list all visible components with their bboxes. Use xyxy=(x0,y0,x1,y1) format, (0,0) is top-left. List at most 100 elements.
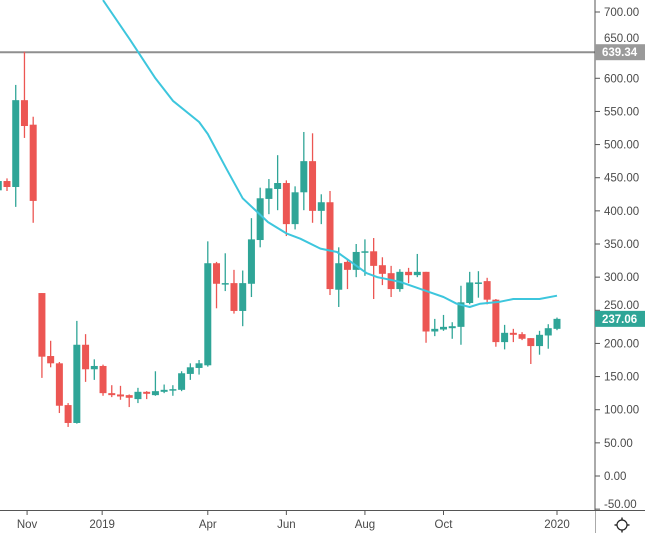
hline-price-label-text: 639.34 xyxy=(602,47,638,59)
price-axis[interactable]: -50.00 0.00 50.00 100.00 150.00 200.00 250.00 3… xyxy=(0,7,639,533)
candle-up xyxy=(440,314,447,331)
candle-body xyxy=(378,265,386,274)
candle-up xyxy=(204,241,212,367)
candle-up xyxy=(90,359,98,380)
candle-up xyxy=(256,187,264,248)
y-tick-label: 500.00 xyxy=(604,140,639,152)
x-tick-label: Oct xyxy=(435,519,454,531)
candle-up xyxy=(448,322,456,339)
candle-down xyxy=(3,178,11,191)
candle-body xyxy=(300,161,308,193)
candle-up xyxy=(178,371,186,392)
candle-down xyxy=(108,385,116,398)
candle-up xyxy=(474,271,482,298)
candle-body xyxy=(282,183,290,225)
candle-body xyxy=(387,273,395,290)
candle-body xyxy=(265,188,273,199)
candle-up xyxy=(221,253,229,292)
candle-body xyxy=(29,124,37,201)
candle-down xyxy=(38,293,46,378)
y-tick-label: 350.00 xyxy=(604,239,639,251)
candle-up xyxy=(160,384,168,394)
candle-body xyxy=(239,283,247,311)
candle-body xyxy=(527,338,535,347)
candle-body xyxy=(466,282,474,303)
candle-up xyxy=(501,324,509,350)
y-tick-label: 100.00 xyxy=(604,405,639,417)
candle-down xyxy=(518,332,526,341)
candle-down xyxy=(309,133,317,223)
candle-down xyxy=(405,267,413,284)
candle-body xyxy=(553,318,561,329)
candle-body xyxy=(413,271,421,276)
x-tick-label: Jun xyxy=(277,519,296,531)
hline-price-label: 639.34 xyxy=(595,44,645,61)
candle-up xyxy=(134,387,142,404)
time-axis[interactable]: Nov 2019 Apr Jun Aug Oct 2020 xyxy=(17,510,570,531)
candle-body xyxy=(0,181,2,191)
candle-body xyxy=(509,332,517,335)
candle-up xyxy=(265,179,273,215)
candle-down xyxy=(509,328,517,343)
candle-down xyxy=(116,385,124,400)
candle-body xyxy=(544,328,552,336)
candle-down xyxy=(422,271,430,343)
candle-down xyxy=(125,394,133,408)
candle-body xyxy=(361,251,369,253)
candle-body xyxy=(396,271,404,290)
candle-body xyxy=(151,391,159,396)
candle-body xyxy=(186,367,194,374)
candle-up xyxy=(466,271,474,305)
candle-up xyxy=(361,239,369,276)
candle-body xyxy=(125,395,133,398)
candle-body xyxy=(448,326,456,329)
candle-down xyxy=(483,277,491,305)
candle-down xyxy=(387,265,395,298)
candle-body xyxy=(405,271,413,276)
candle-body xyxy=(204,263,212,366)
candle-down xyxy=(55,361,63,414)
candle-body xyxy=(291,192,299,225)
candle-down xyxy=(378,257,386,286)
candle-down xyxy=(230,269,238,314)
x-tick-label: Nov xyxy=(17,519,38,531)
y-tick-label: 450.00 xyxy=(604,173,639,185)
y-tick-label: 300.00 xyxy=(604,272,639,284)
candle-body xyxy=(82,344,90,370)
candle-up xyxy=(195,360,203,375)
x-tick-label: Aug xyxy=(355,519,375,531)
candle-down xyxy=(82,334,90,382)
y-tick-label: 250.00 xyxy=(604,300,639,312)
candle-down xyxy=(326,190,334,296)
y-tick-label: 150.00 xyxy=(604,372,639,384)
candle-up xyxy=(186,363,194,380)
candle-body xyxy=(213,263,221,284)
gear-icon[interactable] xyxy=(614,517,630,533)
time-axis-bg xyxy=(0,511,595,533)
candle-body xyxy=(3,181,11,187)
candle-up xyxy=(169,385,177,396)
y-tick-label: 700.00 xyxy=(604,7,639,19)
candle-body xyxy=(431,328,439,332)
candle-down xyxy=(213,261,221,309)
candle-up xyxy=(239,270,247,327)
candle-up xyxy=(413,253,421,278)
candle-body xyxy=(440,326,447,330)
candle-down xyxy=(282,180,290,237)
candle-body xyxy=(309,161,317,211)
candle-up xyxy=(335,247,343,307)
candle-up xyxy=(317,194,325,225)
candle-up xyxy=(536,330,544,355)
plot-area xyxy=(0,0,595,427)
candle-down xyxy=(20,51,28,138)
candle-body xyxy=(108,393,116,396)
candle-up xyxy=(396,269,404,292)
candle-body xyxy=(195,363,203,368)
y-tick-label: 650.00 xyxy=(604,33,639,45)
candle-body xyxy=(160,389,168,392)
last-price-label: 237.06 xyxy=(595,310,645,327)
hline-price-label-bg xyxy=(595,44,645,61)
candle-up xyxy=(0,181,2,191)
